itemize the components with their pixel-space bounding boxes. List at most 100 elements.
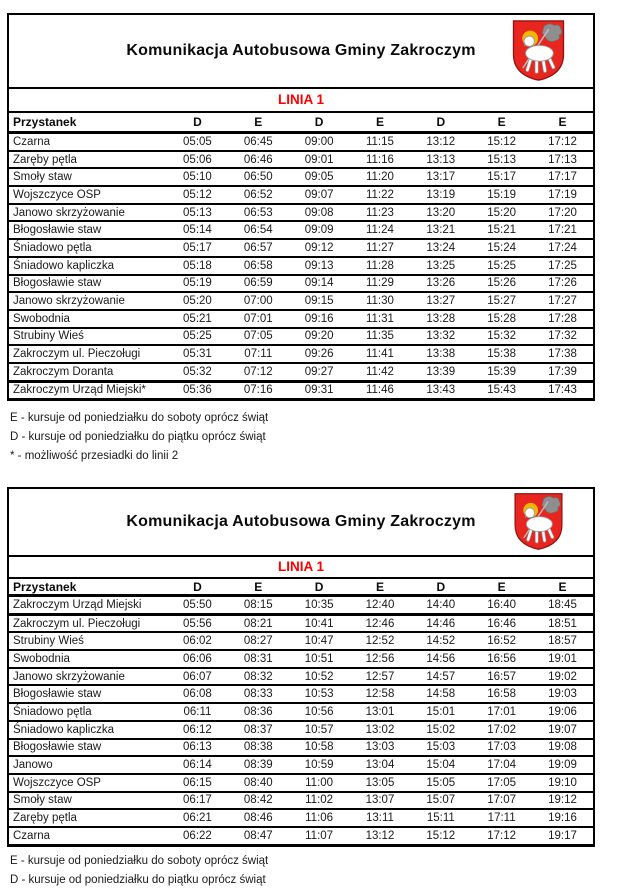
time-cell: 07:12 (227, 361, 289, 382)
time-cell: 07:11 (227, 344, 289, 363)
time-cell: 11:22 (349, 185, 411, 204)
stop-name-cell: Zakroczym ul. Pieczoługi (9, 613, 167, 633)
time-cell: 18:51 (532, 613, 593, 633)
time-cell: 05:32 (167, 361, 228, 382)
time-cell: 14:46 (410, 613, 472, 633)
time-cell: 12:46 (349, 613, 411, 633)
time-cell: 13:07 (349, 790, 411, 810)
time-cell: 09:13 (288, 255, 350, 275)
time-cell: 06:07 (167, 666, 228, 686)
table-row: Zakroczym ul. Pieczoługi 05:56 08:21 10:41 1… (9, 613, 593, 633)
time-cell: 15:01 (410, 702, 472, 721)
time-cell: 13:12 (410, 131, 472, 151)
stop-name-cell: Błogosławie staw (9, 684, 167, 704)
zakroczym-coat-of-arms-icon (514, 493, 563, 550)
time-cell: 14:58 (410, 684, 472, 704)
stop-name-cell: Janowo skrzyżowanie (9, 291, 167, 310)
stop-name-cell: Błogosławie staw (9, 737, 167, 757)
time-cell: 15:04 (410, 755, 472, 774)
time-cell: 15:38 (471, 344, 533, 363)
time-cell: 08:36 (227, 702, 289, 721)
line-banner: LINIA 1 (9, 555, 593, 579)
time-cell: 19:09 (532, 755, 593, 774)
time-cell: 16:58 (471, 684, 533, 704)
time-cell: 15:05 (410, 772, 472, 792)
stop-name-cell: Janowo skrzyżowanie (9, 666, 167, 686)
time-cell: 05:25 (167, 326, 228, 346)
time-cell: 15:20 (471, 202, 533, 222)
time-cell: 13:39 (410, 361, 472, 382)
stop-name-cell: Czarna (9, 825, 167, 844)
time-cell: 14:57 (410, 666, 472, 686)
time-cell: 06:50 (227, 167, 289, 187)
table-row: Smoły staw 06:17 08:42 11:02 13:07 15:07 17:07… (9, 790, 593, 810)
time-cell: 19:07 (532, 719, 593, 739)
time-cell: 11:42 (349, 361, 411, 382)
time-cell: 17:12 (471, 825, 533, 844)
service-code-header: E (471, 579, 533, 597)
time-cell: 05:10 (167, 167, 228, 187)
stop-name-cell: Zaręby pętla (9, 149, 167, 169)
time-cell: 10:52 (288, 666, 350, 686)
time-cell: 06:57 (227, 238, 289, 257)
timetable-1: Przystanek D E D E D E E Czarna 05:05 06:45 09:00 11… (9, 113, 593, 399)
time-cell: 13:12 (349, 825, 411, 844)
time-cell: 06:46 (227, 149, 289, 169)
stop-name-cell: Zakroczym ul. Pieczoługi (9, 344, 167, 363)
time-cell: 13:27 (410, 291, 472, 310)
table-row: Zakroczym Urząd Miejski* 05:36 07:16 09:31 1… (9, 379, 593, 399)
time-cell: 19:03 (532, 684, 593, 704)
time-cell: 05:50 (167, 594, 228, 616)
time-cell: 17:43 (532, 379, 593, 399)
time-cell: 06:53 (227, 202, 289, 222)
footnotes-table-2: E - kursuje od poniedziałku do soboty op… (10, 852, 268, 890)
time-cell: 08:21 (227, 613, 289, 633)
time-cell: 06:08 (167, 684, 228, 704)
page-title: Komunikacja Autobusowa Gminy Zakroczym (126, 42, 476, 59)
time-cell: 06:14 (167, 755, 228, 774)
time-cell: 13:43 (410, 379, 472, 399)
time-cell: 12:56 (349, 649, 411, 668)
service-code-header: D (167, 113, 228, 134)
time-cell: 16:46 (471, 613, 533, 633)
table-row: Błogosławie staw 06:13 08:38 10:58 13:03 15:0… (9, 737, 593, 757)
time-cell: 09:14 (288, 273, 350, 293)
stop-name-cell: Zakroczym Urząd Miejski* (9, 379, 167, 399)
time-cell: 17:27 (532, 291, 593, 310)
time-cell: 17:21 (532, 220, 593, 240)
time-cell: 08:31 (227, 649, 289, 668)
time-cell: 13:11 (349, 808, 411, 827)
service-code-header: E (532, 579, 593, 597)
time-cell: 17:32 (532, 326, 593, 346)
stop-name-cell: Zaręby pętla (9, 808, 167, 827)
time-cell: 05:17 (167, 238, 228, 257)
time-cell: 12:58 (349, 684, 411, 704)
footnote: * - możliwość przesiadki do linii 2 (10, 450, 179, 462)
time-cell: 17:39 (532, 361, 593, 382)
time-cell: 13:24 (410, 238, 472, 257)
time-cell: 11:16 (349, 149, 411, 169)
time-cell: 13:02 (349, 719, 411, 739)
time-cell: 05:36 (167, 379, 228, 399)
time-cell: 08:46 (227, 808, 289, 827)
timetable-header: Komunikacja Autobusowa Gminy Zakroczym (9, 489, 593, 555)
time-cell: 08:39 (227, 755, 289, 774)
time-cell: 06:59 (227, 273, 289, 293)
time-cell: 17:26 (532, 273, 593, 293)
time-cell: 13:32 (410, 326, 472, 346)
time-cell: 05:05 (167, 131, 228, 151)
footnote: E - kursuje od poniedziałku do soboty op… (10, 412, 269, 424)
time-cell: 06:45 (227, 131, 289, 151)
time-cell: 12:52 (349, 631, 411, 651)
time-cell: 10:58 (288, 737, 350, 757)
time-cell: 09:09 (288, 220, 350, 240)
time-cell: 13:17 (410, 167, 472, 187)
time-cell: 08:40 (227, 772, 289, 792)
time-cell: 05:12 (167, 185, 228, 204)
time-cell: 19:01 (532, 649, 593, 668)
time-cell: 06:21 (167, 808, 228, 827)
time-cell: 07:16 (227, 379, 289, 399)
time-cell: 17:13 (532, 149, 593, 169)
time-cell: 17:12 (532, 131, 593, 151)
time-cell: 06:54 (227, 220, 289, 240)
